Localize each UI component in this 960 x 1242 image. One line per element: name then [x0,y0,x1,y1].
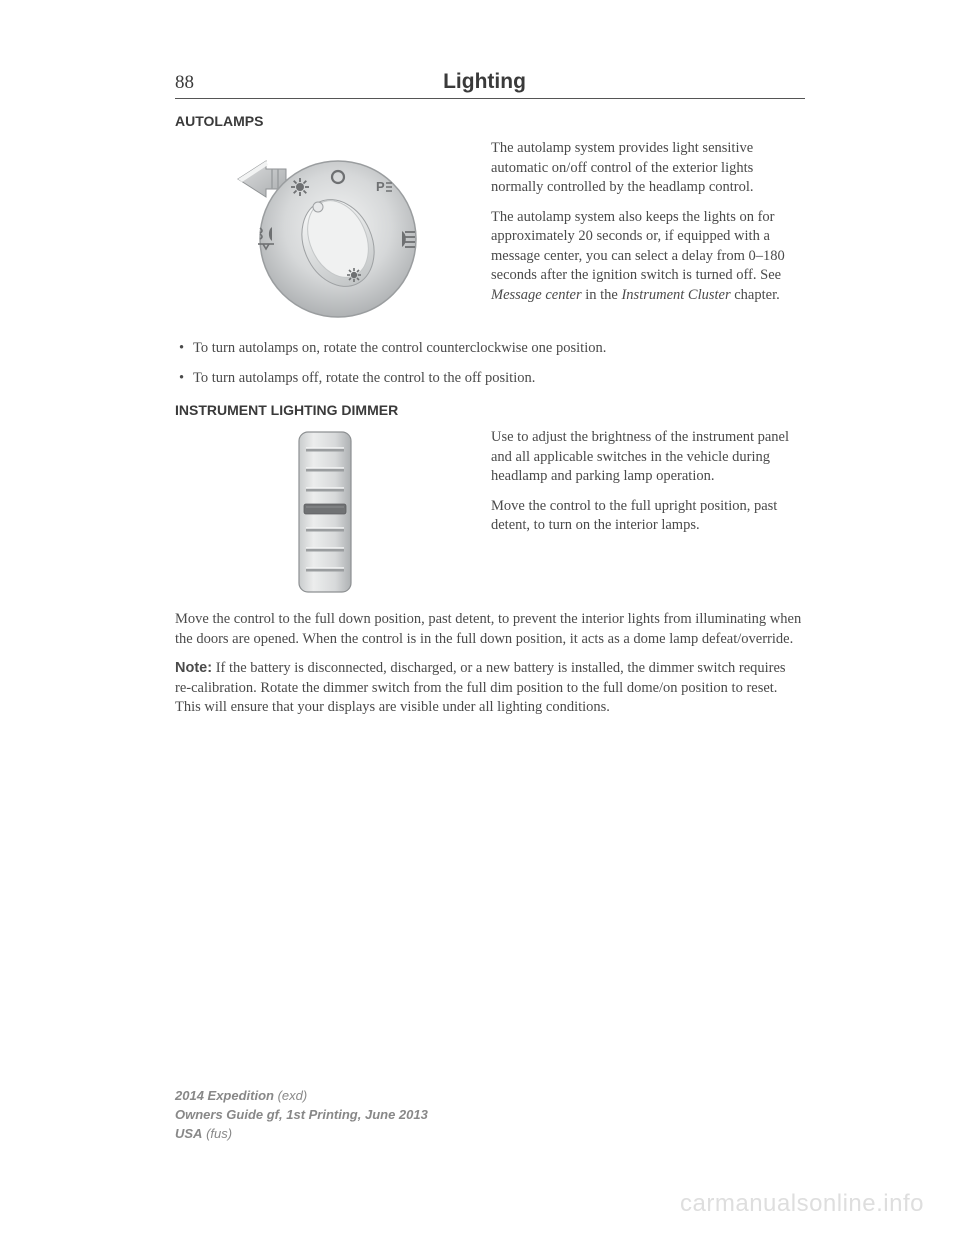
dimmer-p1: Use to adjust the brightness of the inst… [491,428,805,487]
autolamps-illustration: P [175,139,475,329]
note-label: Note: [175,660,212,676]
text-italic: Instrument Cluster [621,287,730,303]
dimmer-slider-icon [290,428,360,596]
svg-text:P: P [376,179,385,194]
chapter-title: Lighting [194,70,805,94]
footer-line3: USA (fus) [175,1125,428,1144]
dimmer-p2: Move the control to the full upright pos… [491,497,805,536]
watermark: carmanualsonline.info [680,1190,924,1218]
dimmer-illustration [175,428,475,596]
footer-line2: Owners Guide gf, 1st Printing, June 2013 [175,1106,428,1125]
dimmer-text: Use to adjust the brightness of the inst… [491,428,805,546]
footer-bold: 2014 Expedition [175,1088,274,1103]
text-span: in the [582,287,622,303]
autolamps-heading: AUTOLAMPS [175,113,805,129]
dimmer-heading: INSTRUMENT LIGHTING DIMMER [175,402,805,418]
autolamps-text: The autolamp system provides light sensi… [491,139,805,316]
autolamps-p1: The autolamp system provides light sensi… [491,139,805,198]
footer-rest: (fus) [202,1126,232,1141]
dimmer-p3: Move the control to the full down positi… [175,610,805,649]
footer-line1: 2014 Expedition (exd) [175,1087,428,1106]
text-italic: Message center [491,287,582,303]
page-header: 88 Lighting [175,70,805,99]
autolamps-block: P [175,139,805,329]
list-item: To turn autolamps on, rotate the control… [175,339,805,359]
autolamps-p2: The autolamp system also keeps the light… [491,208,805,306]
footer-rest: (exd) [274,1088,307,1103]
dimmer-note: Note: If the battery is disconnected, di… [175,659,805,718]
dimmer-block: Use to adjust the brightness of the inst… [175,428,805,596]
list-item: To turn autolamps off, rotate the contro… [175,369,805,389]
text-span: The autolamp system also keeps the light… [491,209,785,284]
text-span: chapter. [731,287,780,303]
autolamps-bullets: To turn autolamps on, rotate the control… [175,339,805,388]
headlamp-dial-icon: P [220,139,430,329]
page-footer: 2014 Expedition (exd) Owners Guide gf, 1… [175,1087,428,1144]
note-text: If the battery is disconnected, discharg… [175,660,786,715]
footer-bold: USA [175,1126,202,1141]
page-number: 88 [175,72,194,94]
